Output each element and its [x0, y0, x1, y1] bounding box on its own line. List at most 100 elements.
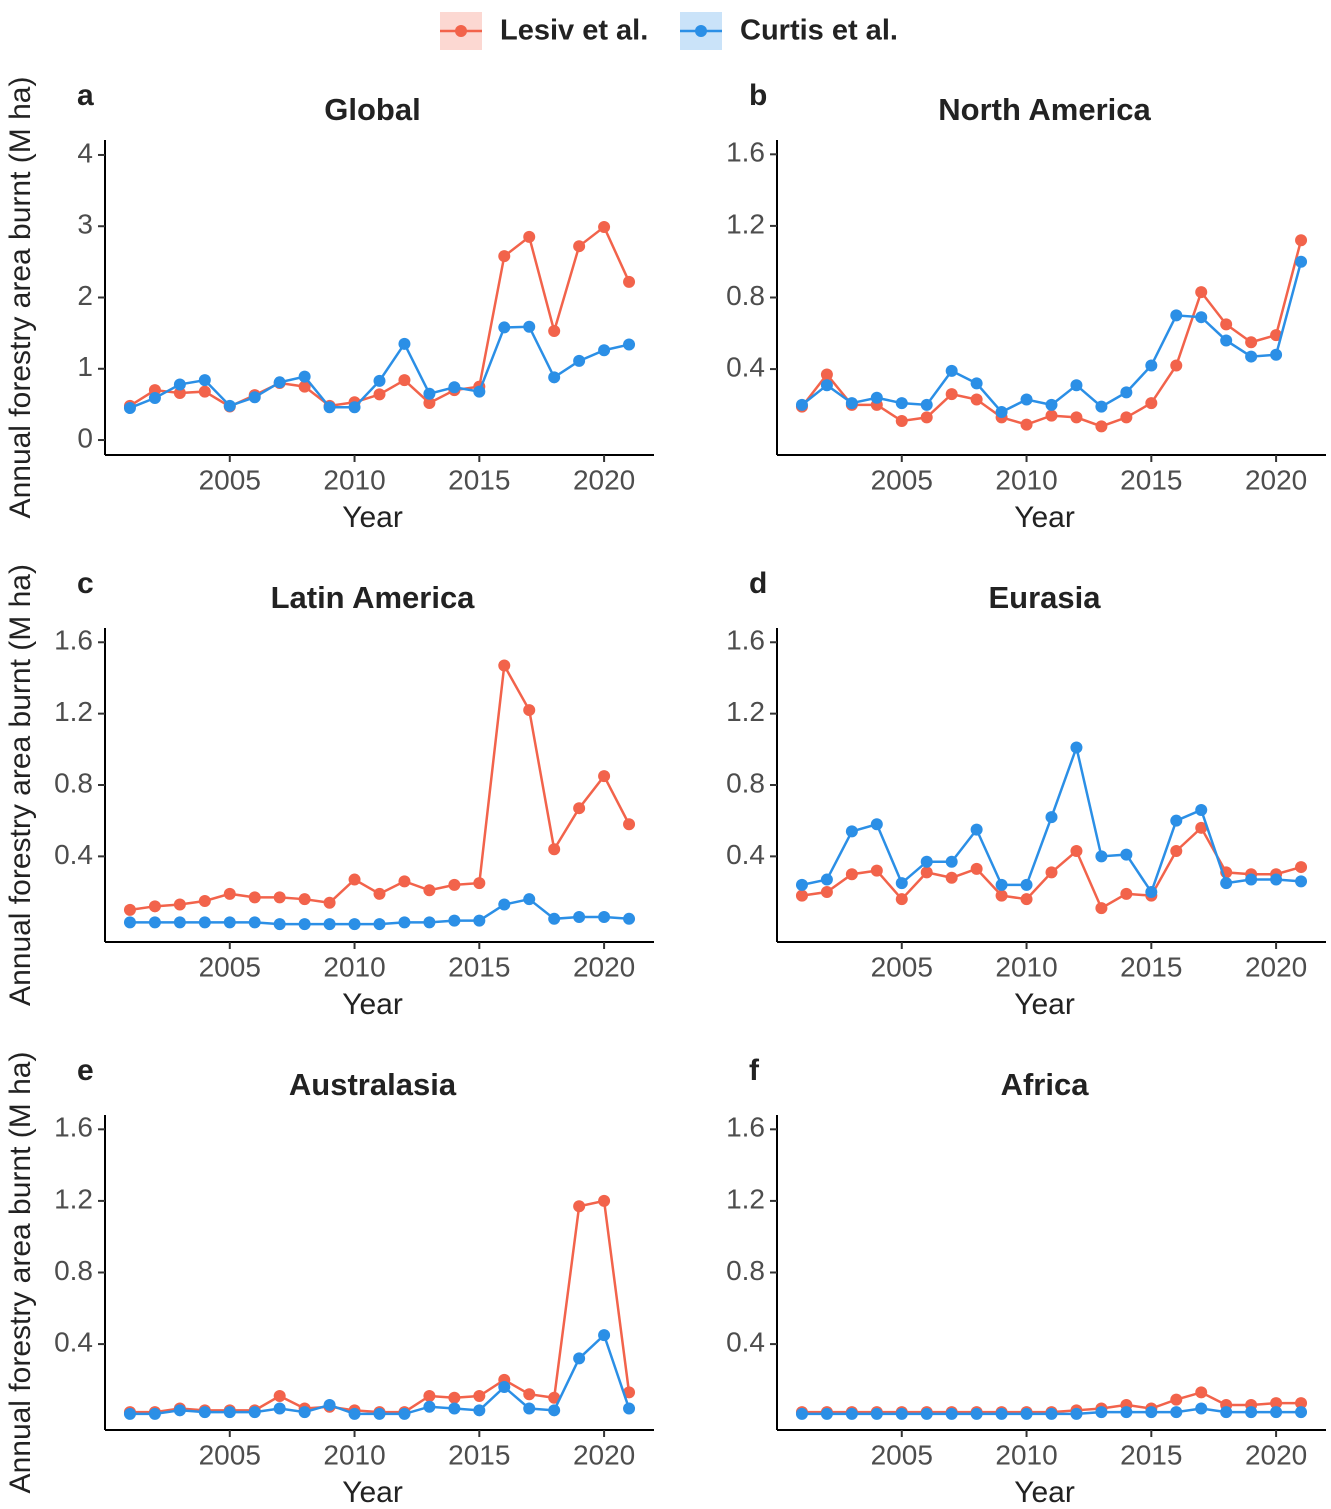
data-point	[298, 893, 311, 906]
data-point	[523, 893, 536, 906]
data-point	[1045, 409, 1058, 422]
data-point	[473, 1389, 486, 1402]
data-point	[398, 337, 411, 350]
data-point	[1245, 350, 1258, 363]
data-point	[448, 381, 461, 394]
data-point	[895, 877, 908, 890]
data-point	[1195, 286, 1208, 299]
data-point	[1170, 1393, 1183, 1406]
x-tick-label: 2015	[448, 1439, 510, 1470]
data-point	[373, 887, 386, 900]
data-point	[298, 370, 311, 383]
x-tick-label: 2005	[871, 464, 933, 495]
data-point	[845, 397, 858, 410]
data-point	[1195, 1386, 1208, 1399]
y-tick-label: 0.4	[54, 839, 93, 870]
panel: b North America 0.4 0.8 1.2 1.6 2005 2010 2015 20…	[726, 79, 1326, 534]
legend-label: Lesiv et al.	[500, 15, 648, 47]
data-point	[523, 320, 536, 333]
data-point	[598, 1194, 611, 1207]
x-tick-label: 2010	[323, 1439, 385, 1470]
data-point	[448, 1402, 461, 1415]
y-tick-label: 0.8	[54, 767, 93, 798]
data-point	[1195, 821, 1208, 834]
x-tick-label: 2010	[995, 1439, 1057, 1470]
data-point	[273, 1402, 286, 1415]
data-point	[1220, 1406, 1233, 1419]
x-tick-label: 2005	[871, 951, 933, 982]
data-point	[173, 386, 186, 399]
data-point	[173, 898, 186, 911]
data-point	[273, 891, 286, 904]
data-point	[248, 1406, 261, 1419]
data-point	[1045, 811, 1058, 824]
data-point	[423, 1389, 436, 1402]
data-point	[1145, 359, 1158, 372]
data-point	[1170, 359, 1183, 372]
data-point	[1270, 329, 1283, 342]
data-point	[1145, 1406, 1158, 1419]
data-point	[1095, 400, 1108, 413]
data-point	[398, 875, 411, 888]
data-point	[398, 916, 411, 929]
data-point	[223, 399, 236, 412]
data-point	[945, 871, 958, 884]
data-point	[1170, 309, 1183, 322]
data-point	[945, 855, 958, 868]
data-point	[1020, 1407, 1033, 1420]
y-tick-label: 0.4	[726, 351, 765, 382]
data-point	[198, 894, 211, 907]
data-point	[573, 911, 586, 924]
x-tick-label: 2020	[1245, 1439, 1307, 1470]
data-point	[423, 387, 436, 400]
x-tick-label: 2005	[199, 464, 261, 495]
data-point	[548, 912, 561, 925]
data-point	[1170, 845, 1183, 858]
x-tick-label: 2010	[323, 464, 385, 495]
data-point	[373, 374, 386, 387]
data-point	[448, 1391, 461, 1404]
panel: e Australasia 0.4 0.8 1.2 1.6 2005 2010 2015 2020…	[4, 1052, 654, 1509]
data-point	[523, 1402, 536, 1415]
data-point	[598, 344, 611, 357]
y-tick-label: 1.6	[726, 625, 765, 656]
y-tick-label: 0.8	[726, 1255, 765, 1286]
data-point	[573, 1352, 586, 1365]
x-tick-label: 2015	[1120, 951, 1182, 982]
data-point	[198, 1406, 211, 1419]
x-tick-label: 2010	[995, 464, 1057, 495]
data-point	[473, 914, 486, 927]
data-point	[895, 414, 908, 427]
x-tick-label: 2005	[871, 1439, 933, 1470]
data-point	[298, 380, 311, 393]
data-point	[123, 401, 136, 414]
legend-dot	[695, 25, 707, 37]
data-point	[1245, 1406, 1258, 1419]
data-point	[598, 1329, 611, 1342]
data-point	[323, 896, 336, 909]
data-point	[895, 1407, 908, 1420]
y-tick-label: 1	[77, 351, 93, 382]
x-tick-label: 2015	[1120, 1439, 1182, 1470]
panel-title: Africa	[1001, 1067, 1090, 1102]
data-point	[373, 918, 386, 931]
data-point	[198, 385, 211, 398]
y-tick-label: 1.6	[54, 625, 93, 656]
data-point	[1095, 850, 1108, 863]
x-axis-label: Year	[1014, 1476, 1075, 1509]
x-tick-label: 2020	[1245, 464, 1307, 495]
data-point	[1295, 861, 1308, 874]
y-tick-label: 0.8	[54, 1255, 93, 1286]
data-point	[148, 1407, 161, 1420]
data-point	[548, 1404, 561, 1417]
x-tick-label: 2005	[199, 951, 261, 982]
data-point	[1095, 902, 1108, 915]
x-tick-label: 2015	[448, 951, 510, 982]
data-point	[298, 1406, 311, 1419]
data-point	[1220, 877, 1233, 890]
data-point	[1195, 803, 1208, 816]
data-point	[398, 374, 411, 387]
x-tick-label: 2020	[573, 951, 635, 982]
data-point	[1045, 1407, 1058, 1420]
